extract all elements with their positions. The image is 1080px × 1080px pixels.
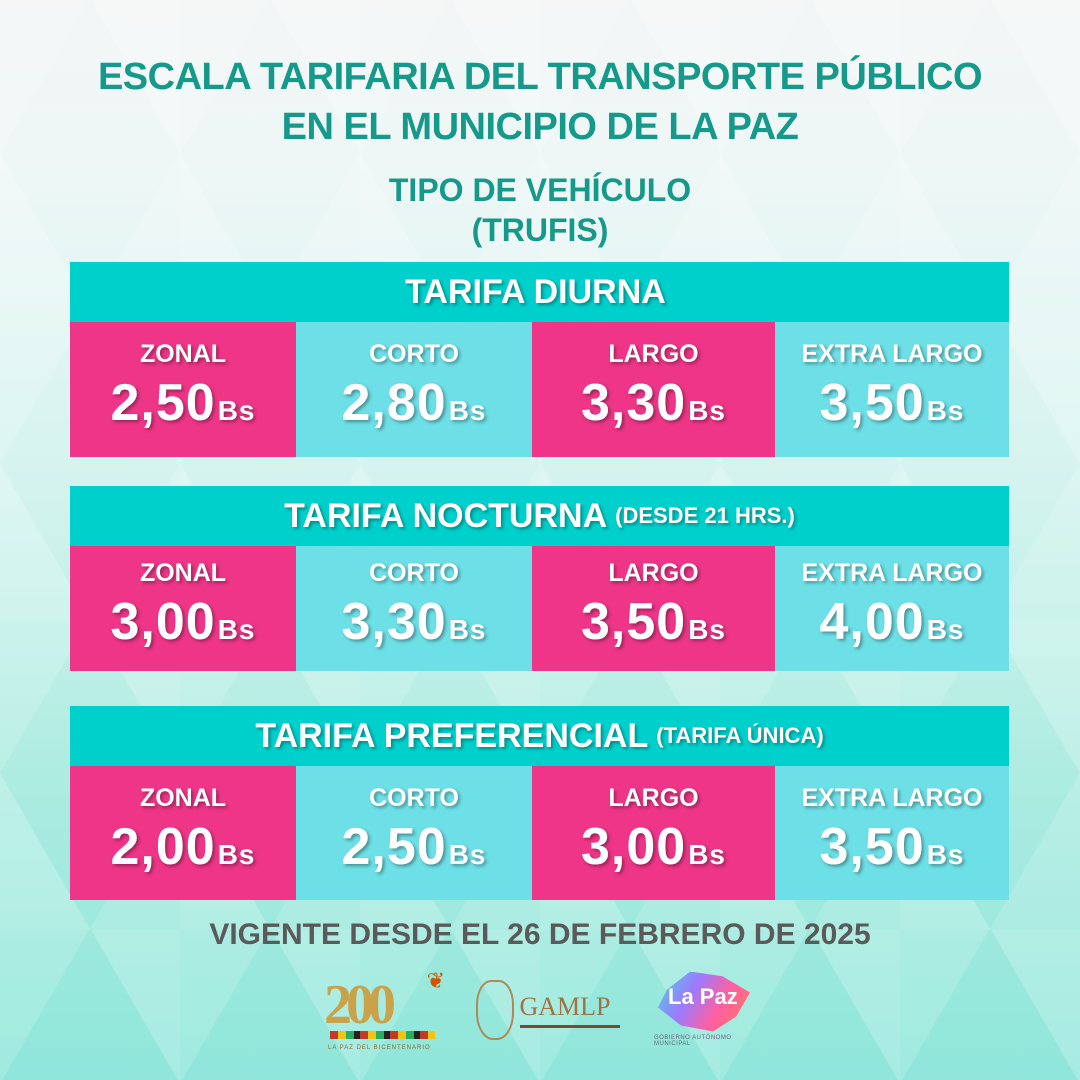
tariff-title: TARIFA DIURNA [405,272,666,311]
tariff-note: (DESDE 21 HRS.) [615,503,795,528]
fare-label: EXTRA LARGO [801,559,983,587]
tariff-block-preferencial: TARIFA PREFERENCIAL (TARIFA ÚNICA) ZONAL… [70,706,1009,900]
fare-label: EXTRA LARGO [801,783,983,812]
tariff-cells: ZONAL 2,00Bs CORTO 2,50Bs LARGO 3,00Bs E… [70,766,1009,900]
fare-price: 3,00Bs [110,594,255,658]
subtitle-line-2: (TRUFIS) [471,212,609,248]
logo-row: 200 ❦ LA PAZ DEL BICENTENARIO GAMLP La P… [320,965,760,1055]
title-line-2: EN EL MUNICIPIO DE LA PAZ [281,106,799,148]
lapaz-text: La Paz [668,983,738,1009]
fare-label: ZONAL [139,340,227,368]
tariff-cells: ZONAL 3,00Bs CORTO 3,30Bs LARGO 3,50Bs E… [70,546,1009,671]
currency: Bs [926,395,965,426]
gamlp-underline [519,1025,620,1028]
fare-cell-corto: CORTO 2,80Bs [296,322,532,457]
fare-label: CORTO [369,559,459,587]
lapaz-logo: La Paz GOBIERNO AUTÓNOMO MUNICIPAL [650,968,760,1053]
tariff-title: TARIFA PREFERENCIAL [255,716,649,755]
vehicle-type-subtitle: TIPO DE VEHÍCULO (TRUFIS) [0,170,1080,250]
title-line-1: ESCALA TARIFARIA DEL TRANSPORTE PÚBLICO [97,56,983,98]
bicentenario-number: 200 [324,973,396,1036]
fare-price: 3,50Bs [819,819,964,883]
gamlp-wordmark: GAMLP [519,992,620,1028]
fare-label: LARGO [608,783,699,812]
fare-price: 2,50Bs [341,819,486,883]
lapaz-subtitle: GOBIERNO AUTÓNOMO MUNICIPAL [654,1034,732,1047]
fare-price: 4,00Bs [819,594,964,658]
fare-amount: 3,50 [580,593,687,651]
fare-label: LARGO [608,340,699,368]
coat-of-arms-icon [475,980,514,1040]
fare-price: 2,50Bs [110,375,255,439]
fare-label: CORTO [369,783,459,812]
fare-cell-extra-largo: EXTRA LARGO 3,50Bs [775,766,1009,900]
tariff-cells: ZONAL 2,50Bs CORTO 2,80Bs LARGO 3,30Bs E… [70,322,1009,457]
fare-amount: 3,00 [580,817,687,876]
fare-price: 3,50Bs [819,375,964,439]
subtitle-line-1: TIPO DE VEHÍCULO [388,172,692,208]
currency: Bs [926,614,965,645]
tariff-block-nocturna: TARIFA NOCTURNA (DESDE 21 HRS.) ZONAL 3,… [70,486,1009,671]
tariff-title: TARIFA NOCTURNA [284,496,608,535]
fare-label: CORTO [369,340,459,368]
currency: Bs [688,395,726,426]
currency: Bs [688,614,726,645]
fare-label: ZONAL [139,783,227,812]
currency: Bs [448,838,487,870]
fare-cell-largo: LARGO 3,00Bs [532,766,775,900]
fare-cell-zonal: ZONAL 2,50Bs [70,322,296,457]
fare-label: EXTRA LARGO [801,340,983,368]
fare-amount: 3,50 [819,374,925,432]
currency: Bs [926,838,965,870]
currency: Bs [688,838,726,870]
gamlp-logo: GAMLP [475,980,620,1040]
fare-cell-extra-largo: EXTRA LARGO 4,00Bs [775,546,1009,671]
tariff-note: (TARIFA ÚNICA) [656,723,824,748]
bicentenario-tagline: LA PAZ DEL BICENTENARIO [328,1044,431,1051]
fare-label: ZONAL [139,559,227,587]
fare-cell-corto: CORTO 3,30Bs [296,546,532,671]
fare-amount: 2,80 [341,374,447,432]
fare-amount: 2,50 [341,817,447,876]
fare-cell-largo: LARGO 3,30Bs [532,322,775,457]
currency: Bs [448,614,487,645]
fare-amount: 2,50 [110,374,216,432]
fare-amount: 2,00 [110,817,216,876]
woven-band-decoration [330,1030,435,1039]
hummingbird-icon: ❦ [426,967,445,993]
bicentenario-logo: 200 ❦ LA PAZ DEL BICENTENARIO [320,968,445,1053]
fare-cell-zonal: ZONAL 2,00Bs [70,766,296,900]
fare-price: 3,30Bs [341,594,486,658]
gamlp-text: GAMLP [519,992,611,1021]
tariff-header: TARIFA NOCTURNA (DESDE 21 HRS.) [70,486,1009,546]
fare-cell-largo: LARGO 3,50Bs [532,546,775,671]
fare-amount: 3,30 [341,593,447,651]
currency: Bs [217,838,256,870]
fare-price: 3,50Bs [581,594,726,658]
fare-cell-extra-largo: EXTRA LARGO 3,50Bs [775,322,1009,457]
fare-amount: 3,30 [580,374,687,432]
tariff-header: TARIFA PREFERENCIAL (TARIFA ÚNICA) [70,706,1009,766]
fare-price: 3,00Bs [581,819,726,883]
fare-cell-corto: CORTO 2,50Bs [296,766,532,900]
fare-price: 2,00Bs [110,819,255,883]
fare-price: 3,30Bs [581,375,726,439]
fare-label: LARGO [608,559,699,587]
currency: Bs [448,395,487,426]
currency: Bs [217,395,256,426]
currency: Bs [217,614,256,645]
tariff-header: TARIFA DIURNA [70,262,1009,322]
fare-price: 2,80Bs [341,375,486,439]
fare-cell-zonal: ZONAL 3,00Bs [70,546,296,671]
page-title: ESCALA TARIFARIA DEL TRANSPORTE PÚBLICO … [0,52,1080,152]
fare-amount: 4,00 [819,593,925,651]
effective-date-text: VIGENTE DESDE EL 26 DE FEBRERO DE 2025 [209,918,871,951]
tariff-block-diurna: TARIFA DIURNA ZONAL 2,50Bs CORTO 2,80Bs … [70,262,1009,457]
fare-amount: 3,00 [110,593,216,651]
fare-amount: 3,50 [819,817,925,876]
